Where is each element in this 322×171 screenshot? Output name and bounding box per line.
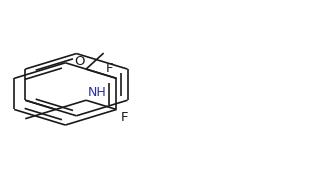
Text: F: F: [106, 62, 113, 75]
Text: NH: NH: [88, 86, 107, 99]
Text: O: O: [75, 55, 85, 68]
Text: F: F: [121, 111, 128, 124]
